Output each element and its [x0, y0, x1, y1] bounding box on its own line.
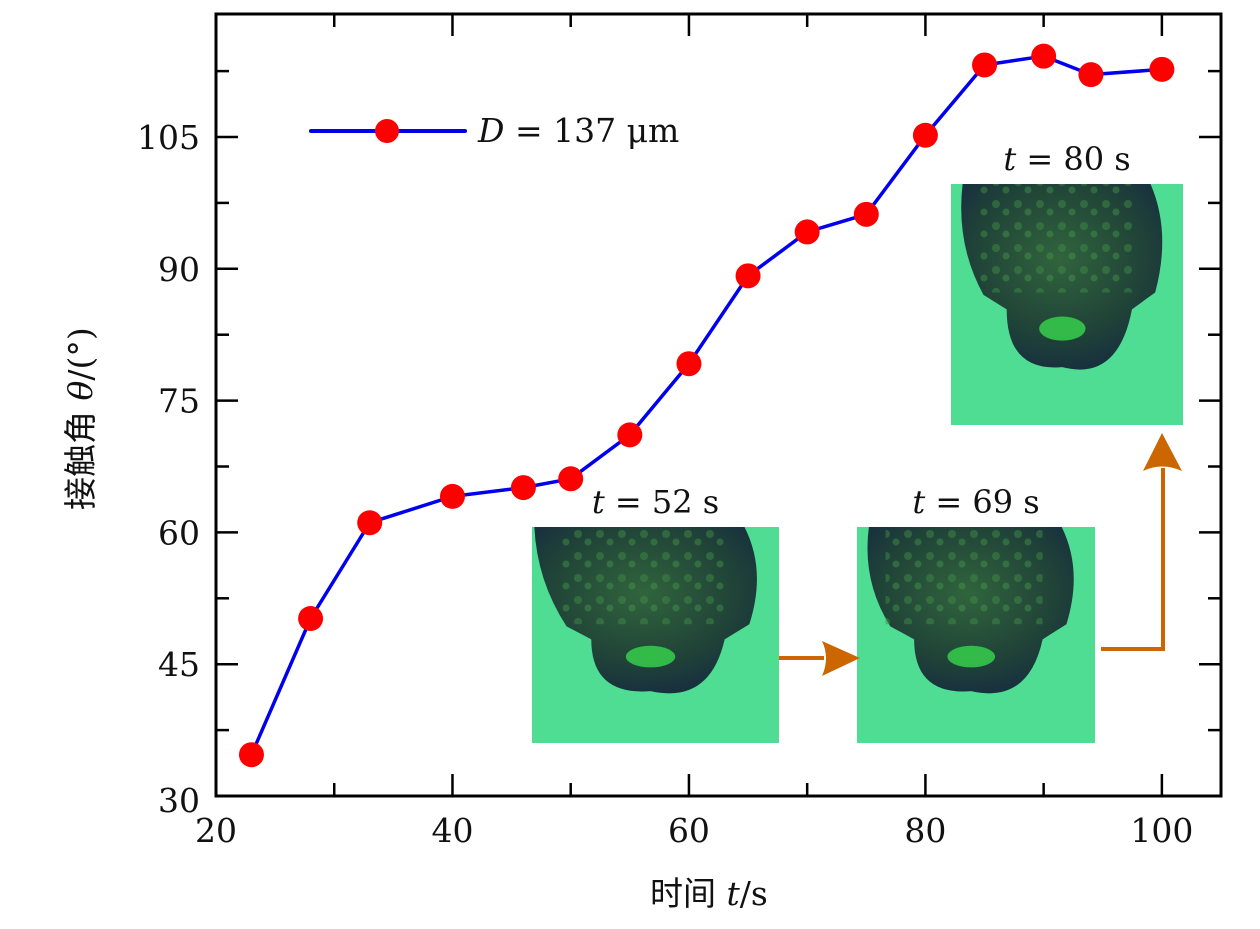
data-point: [298, 606, 324, 632]
x-tick-label: 40: [431, 811, 473, 850]
inset-2: t = 69 s: [857, 483, 1095, 743]
data-point: [912, 122, 938, 148]
tick-labels: 20 40 60 80 100 30 45 60 75 90 105: [137, 118, 1193, 850]
inset-label-var: t: [592, 483, 605, 521]
data-point: [735, 263, 761, 289]
droplet-highlight: [1039, 316, 1086, 341]
legend-marker: [375, 119, 399, 143]
droplet-texture: [561, 527, 725, 625]
inset-label-var: t: [912, 483, 925, 521]
data-point: [1149, 56, 1175, 82]
ticks: [214, 14, 1221, 798]
droplet-texture: [885, 527, 1043, 625]
data-point: [617, 422, 643, 448]
x-axis-title-var: t: [727, 874, 741, 913]
y-tick-label: 45: [158, 645, 200, 684]
data-point: [1078, 62, 1104, 88]
droplet-highlight: [947, 645, 996, 668]
y-axis-title-var: θ: [61, 381, 100, 401]
data-point: [1031, 43, 1057, 69]
inset-label-value: = 52 s: [605, 483, 719, 521]
y-axis-title: 接触角 θ/(°): [61, 327, 100, 510]
inset-3: t = 80 s: [951, 140, 1183, 425]
inset-label: t = 80 s: [1003, 140, 1130, 178]
droplet-micrograph: [532, 527, 779, 743]
droplet-micrograph: [951, 184, 1183, 425]
data-point: [853, 201, 879, 227]
data-point: [357, 510, 383, 536]
droplet-micrograph: [857, 527, 1095, 743]
x-tick-label: 60: [668, 811, 710, 850]
series-line: [249, 54, 1163, 756]
data-series: [238, 43, 1175, 768]
inset-label-value: = 80 s: [1016, 140, 1130, 178]
data-point: [972, 52, 998, 78]
arrow-69-to-80-shaft: [1101, 468, 1165, 651]
data-point: [794, 219, 820, 245]
y-tick-label: 60: [158, 513, 200, 552]
droplet-texture: [978, 184, 1132, 293]
inset-1: t = 52 s: [532, 483, 779, 743]
x-tick-label: 80: [904, 811, 946, 850]
data-point: [510, 475, 536, 501]
x-axis-title-prefix: 时间: [650, 874, 727, 913]
inset-label-value: = 69 s: [925, 483, 1039, 521]
plot-frame: [214, 12, 1223, 798]
y-axis-title-prefix: 接触角: [61, 401, 100, 511]
arrows: [779, 433, 1182, 676]
legend-label: D = 137 μm: [477, 111, 679, 150]
arrow-69-to-80-head: [1143, 433, 1182, 471]
y-tick-label: 75: [158, 382, 200, 421]
arrow-52-to-69-head: [822, 641, 860, 676]
inset-label-var: t: [1003, 140, 1016, 178]
y-tick-label: 105: [137, 118, 200, 157]
inset-label: t = 69 s: [912, 483, 1039, 521]
y-tick-label: 90: [158, 250, 200, 289]
droplet-highlight: [625, 645, 676, 668]
data-point: [238, 742, 264, 768]
y-tick-label: 30: [158, 781, 200, 820]
data-point: [676, 351, 702, 377]
x-axis-title-unit: /s: [740, 874, 768, 913]
axes: [214, 12, 1223, 798]
legend-var: D: [477, 111, 504, 150]
data-point: [439, 483, 465, 509]
legend: D = 137 μm: [309, 111, 679, 150]
x-tick-label: 100: [1130, 811, 1193, 850]
legend-value: = 137 μm: [504, 111, 679, 150]
x-tick-label: 20: [195, 811, 237, 850]
inset-label: t = 52 s: [592, 483, 719, 521]
y-axis-title-unit: /(°): [61, 327, 100, 380]
data-point: [558, 466, 584, 492]
x-axis-title: 时间 t/s: [650, 874, 768, 913]
